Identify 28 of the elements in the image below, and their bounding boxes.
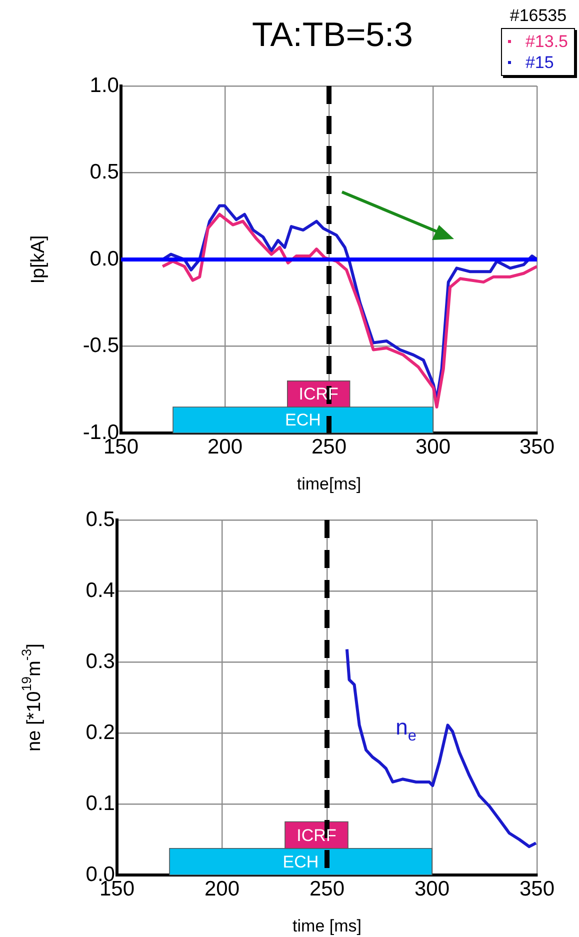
band-label: ECH xyxy=(282,852,319,872)
y-tick-label: -0.5 xyxy=(82,334,119,358)
y-tick-label: 0.0 xyxy=(90,247,119,270)
y-tick-label: 0.2 xyxy=(86,720,115,744)
x-tick-label: 350 xyxy=(519,435,555,458)
band-label: ECH xyxy=(285,410,321,430)
y-tick-label: 0.3 xyxy=(86,650,115,673)
legend-label: #15 xyxy=(525,52,554,73)
legend-label: #13.5 xyxy=(525,31,568,52)
x-tick-label: 350 xyxy=(519,877,555,900)
y-axis-title: Ip[kA] xyxy=(28,235,50,284)
y-tick-label: 0.5 xyxy=(86,508,115,531)
x-axis-title: time [ms] xyxy=(292,916,362,936)
x-tick-label: 300 xyxy=(414,877,450,900)
y-axis-title: ne [*1019m-3] xyxy=(19,644,46,752)
x-tick-label: 200 xyxy=(204,877,240,900)
y-tick-label: 0.4 xyxy=(86,578,116,602)
y-tick-label: 1.0 xyxy=(90,74,119,97)
y-tick-label: 0.1 xyxy=(86,792,115,815)
chart-title: TA:TB=5:3 xyxy=(252,16,413,55)
x-tick-label: 250 xyxy=(309,877,345,900)
y-tick-label: 0.5 xyxy=(90,160,119,184)
x-tick-label: 300 xyxy=(415,435,451,458)
legend-title: #16535 xyxy=(508,6,568,26)
x-axis-title: time[ms] xyxy=(296,474,362,494)
band-label: ICRF xyxy=(296,826,336,845)
x-tick-label: 200 xyxy=(207,435,243,458)
x-tick-label: 250 xyxy=(311,435,347,458)
